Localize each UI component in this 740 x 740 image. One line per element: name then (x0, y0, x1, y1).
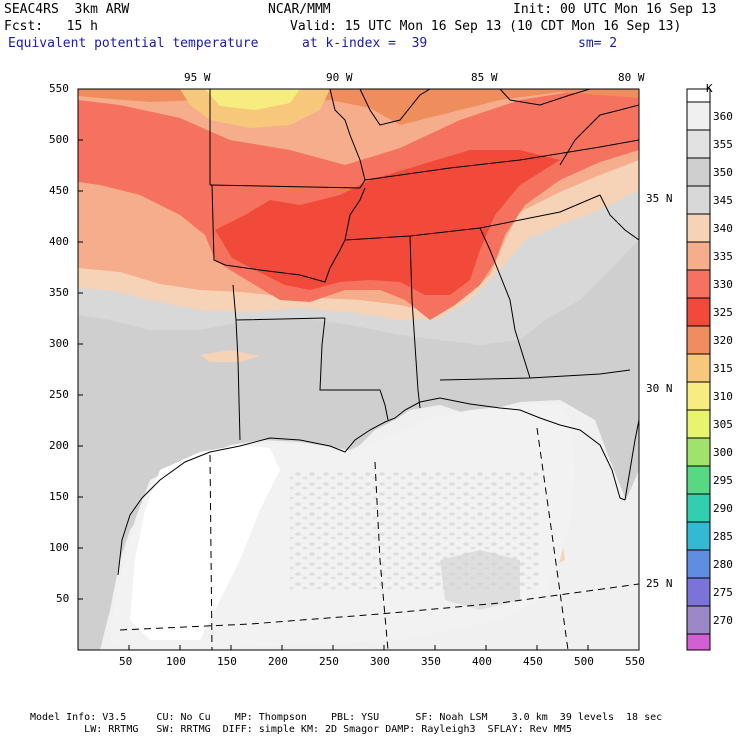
y-tick-label: 50 (56, 592, 70, 605)
latitude-label: 25 N (646, 577, 673, 590)
colorbar-label: 310 (713, 390, 733, 403)
model-title: SEAC4RS 3km ARW (4, 2, 130, 17)
colorbar-swatch (686, 269, 711, 299)
longitude-label: 90 W (326, 71, 353, 84)
x-tick-label: 200 (268, 655, 288, 668)
colorbar-unit: K (706, 82, 713, 95)
colorbar-label: 350 (713, 166, 733, 179)
longitude-label: 80 W (618, 71, 645, 84)
x-tick-label: 400 (472, 655, 492, 668)
colorbar-swatch (686, 185, 711, 215)
forecast-hour: Fcst: 15 h (4, 19, 98, 34)
y-tick-label: 100 (49, 541, 69, 554)
y-tick-label: 450 (49, 184, 69, 197)
colorbar-swatch (686, 549, 711, 579)
physics-info: LW: RRTMG SW: RRTMG DIFF: simple KM: 2D … (30, 724, 572, 735)
init-time: Init: 00 UTC Mon 16 Sep 13 (513, 2, 717, 17)
colorbar-label: 285 (713, 530, 733, 543)
colorbar-swatch (686, 129, 711, 159)
colorbar-label: 290 (713, 502, 733, 515)
field-shading (78, 89, 639, 650)
colorbar-swatch (686, 297, 711, 327)
model-info: Model Info: V3.5 CU: No Cu MP: Thompson … (30, 712, 663, 723)
colorbar-label: 340 (713, 222, 733, 235)
colorbar-swatch (686, 633, 711, 651)
colorbar-swatch (686, 605, 711, 635)
colorbar-label: 300 (713, 446, 733, 459)
colorbar-label: 270 (713, 614, 733, 627)
state-boundaries (117, 89, 639, 576)
colorbar-swatch (686, 101, 711, 131)
x-tick-label: 50 (119, 655, 133, 668)
y-tick-label: 550 (49, 82, 69, 95)
x-tick-label: 250 (319, 655, 339, 668)
y-tick-label: 150 (49, 490, 69, 503)
colorbar-label: 275 (713, 586, 733, 599)
x-tick-label: 100 (166, 655, 186, 668)
latitude-label: 35 N (646, 192, 673, 205)
colorbar-label: 335 (713, 250, 733, 263)
colorbar-swatch (686, 577, 711, 607)
colorbar-swatch (686, 213, 711, 243)
colorbar-label: 320 (713, 334, 733, 347)
colorbar-label: 325 (713, 306, 733, 319)
y-tick-label: 250 (49, 388, 69, 401)
colorbar-label: 360 (713, 110, 733, 123)
axis-ticks (78, 139, 589, 650)
colorbar-swatch (686, 493, 711, 523)
y-tick-label: 200 (49, 439, 69, 452)
colorbar-swatch (686, 521, 711, 551)
x-tick-label: 450 (523, 655, 543, 668)
level-label: at k-index = 39 (302, 36, 428, 51)
plot-frame (77, 88, 640, 651)
colorbar-label: 330 (713, 278, 733, 291)
y-tick-label: 400 (49, 235, 69, 248)
colorbar (686, 88, 711, 651)
x-tick-label: 550 (625, 655, 645, 668)
field-name: Equivalent potential temperature (8, 36, 259, 51)
y-tick-label: 300 (49, 337, 69, 350)
valid-time: Valid: 15 UTC Mon 16 Sep 13 (10 CDT Mon … (290, 19, 682, 34)
colorbar-swatch (686, 325, 711, 355)
latlon-grid (119, 427, 639, 650)
colorbar-label: 295 (713, 474, 733, 487)
longitude-label: 85 W (471, 71, 498, 84)
colorbar-label: 315 (713, 362, 733, 375)
colorbar-label: 355 (713, 138, 733, 151)
colorbar-swatch (686, 241, 711, 271)
colorbar-swatch (686, 409, 711, 439)
x-tick-label: 300 (370, 655, 390, 668)
colorbar-label: 280 (713, 558, 733, 571)
y-tick-label: 350 (49, 286, 69, 299)
x-tick-label: 150 (217, 655, 237, 668)
center-label: NCAR/MMM (268, 2, 331, 17)
colorbar-swatch (686, 381, 711, 411)
colorbar-swatch (686, 437, 711, 467)
x-tick-label: 500 (574, 655, 594, 668)
latitude-label: 30 N (646, 382, 673, 395)
colorbar-swatch (686, 353, 711, 383)
smoothing-label: sm= 2 (578, 36, 618, 51)
colorbar-label: 305 (713, 418, 733, 431)
colorbar-swatch (686, 157, 711, 187)
colorbar-label: 345 (713, 194, 733, 207)
x-tick-label: 350 (421, 655, 441, 668)
longitude-label: 95 W (184, 71, 211, 84)
colorbar-swatch (686, 465, 711, 495)
y-tick-label: 500 (49, 133, 69, 146)
